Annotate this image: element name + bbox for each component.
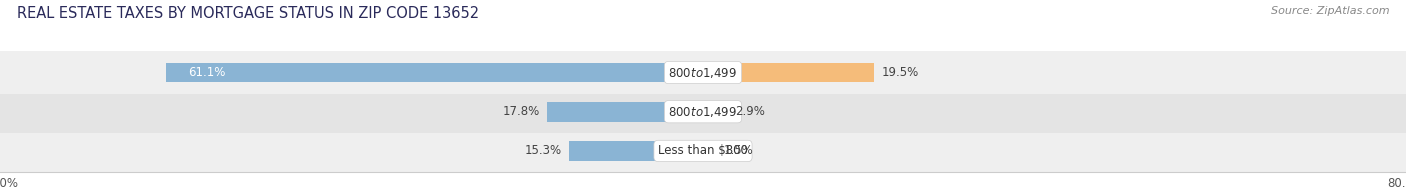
Text: Source: ZipAtlas.com: Source: ZipAtlas.com (1271, 6, 1389, 16)
Text: 17.8%: 17.8% (502, 105, 540, 118)
Bar (547, 102, 703, 122)
Bar (0, 51, 1406, 94)
Text: 2.9%: 2.9% (735, 105, 765, 118)
Bar (166, 63, 703, 82)
Bar (703, 141, 716, 161)
Text: $800 to $1,499: $800 to $1,499 (668, 65, 738, 80)
Text: 61.1%: 61.1% (188, 66, 225, 79)
Text: REAL ESTATE TAXES BY MORTGAGE STATUS IN ZIP CODE 13652: REAL ESTATE TAXES BY MORTGAGE STATUS IN … (17, 6, 479, 21)
Text: 19.5%: 19.5% (882, 66, 918, 79)
Bar (0, 90, 1406, 133)
Text: $800 to $1,499: $800 to $1,499 (668, 105, 738, 119)
Text: 1.5%: 1.5% (723, 144, 754, 157)
Text: 15.3%: 15.3% (524, 144, 561, 157)
Bar (703, 102, 728, 122)
Text: Less than $800: Less than $800 (658, 144, 748, 157)
Bar (0, 129, 1406, 172)
Bar (703, 63, 875, 82)
Bar (568, 141, 703, 161)
